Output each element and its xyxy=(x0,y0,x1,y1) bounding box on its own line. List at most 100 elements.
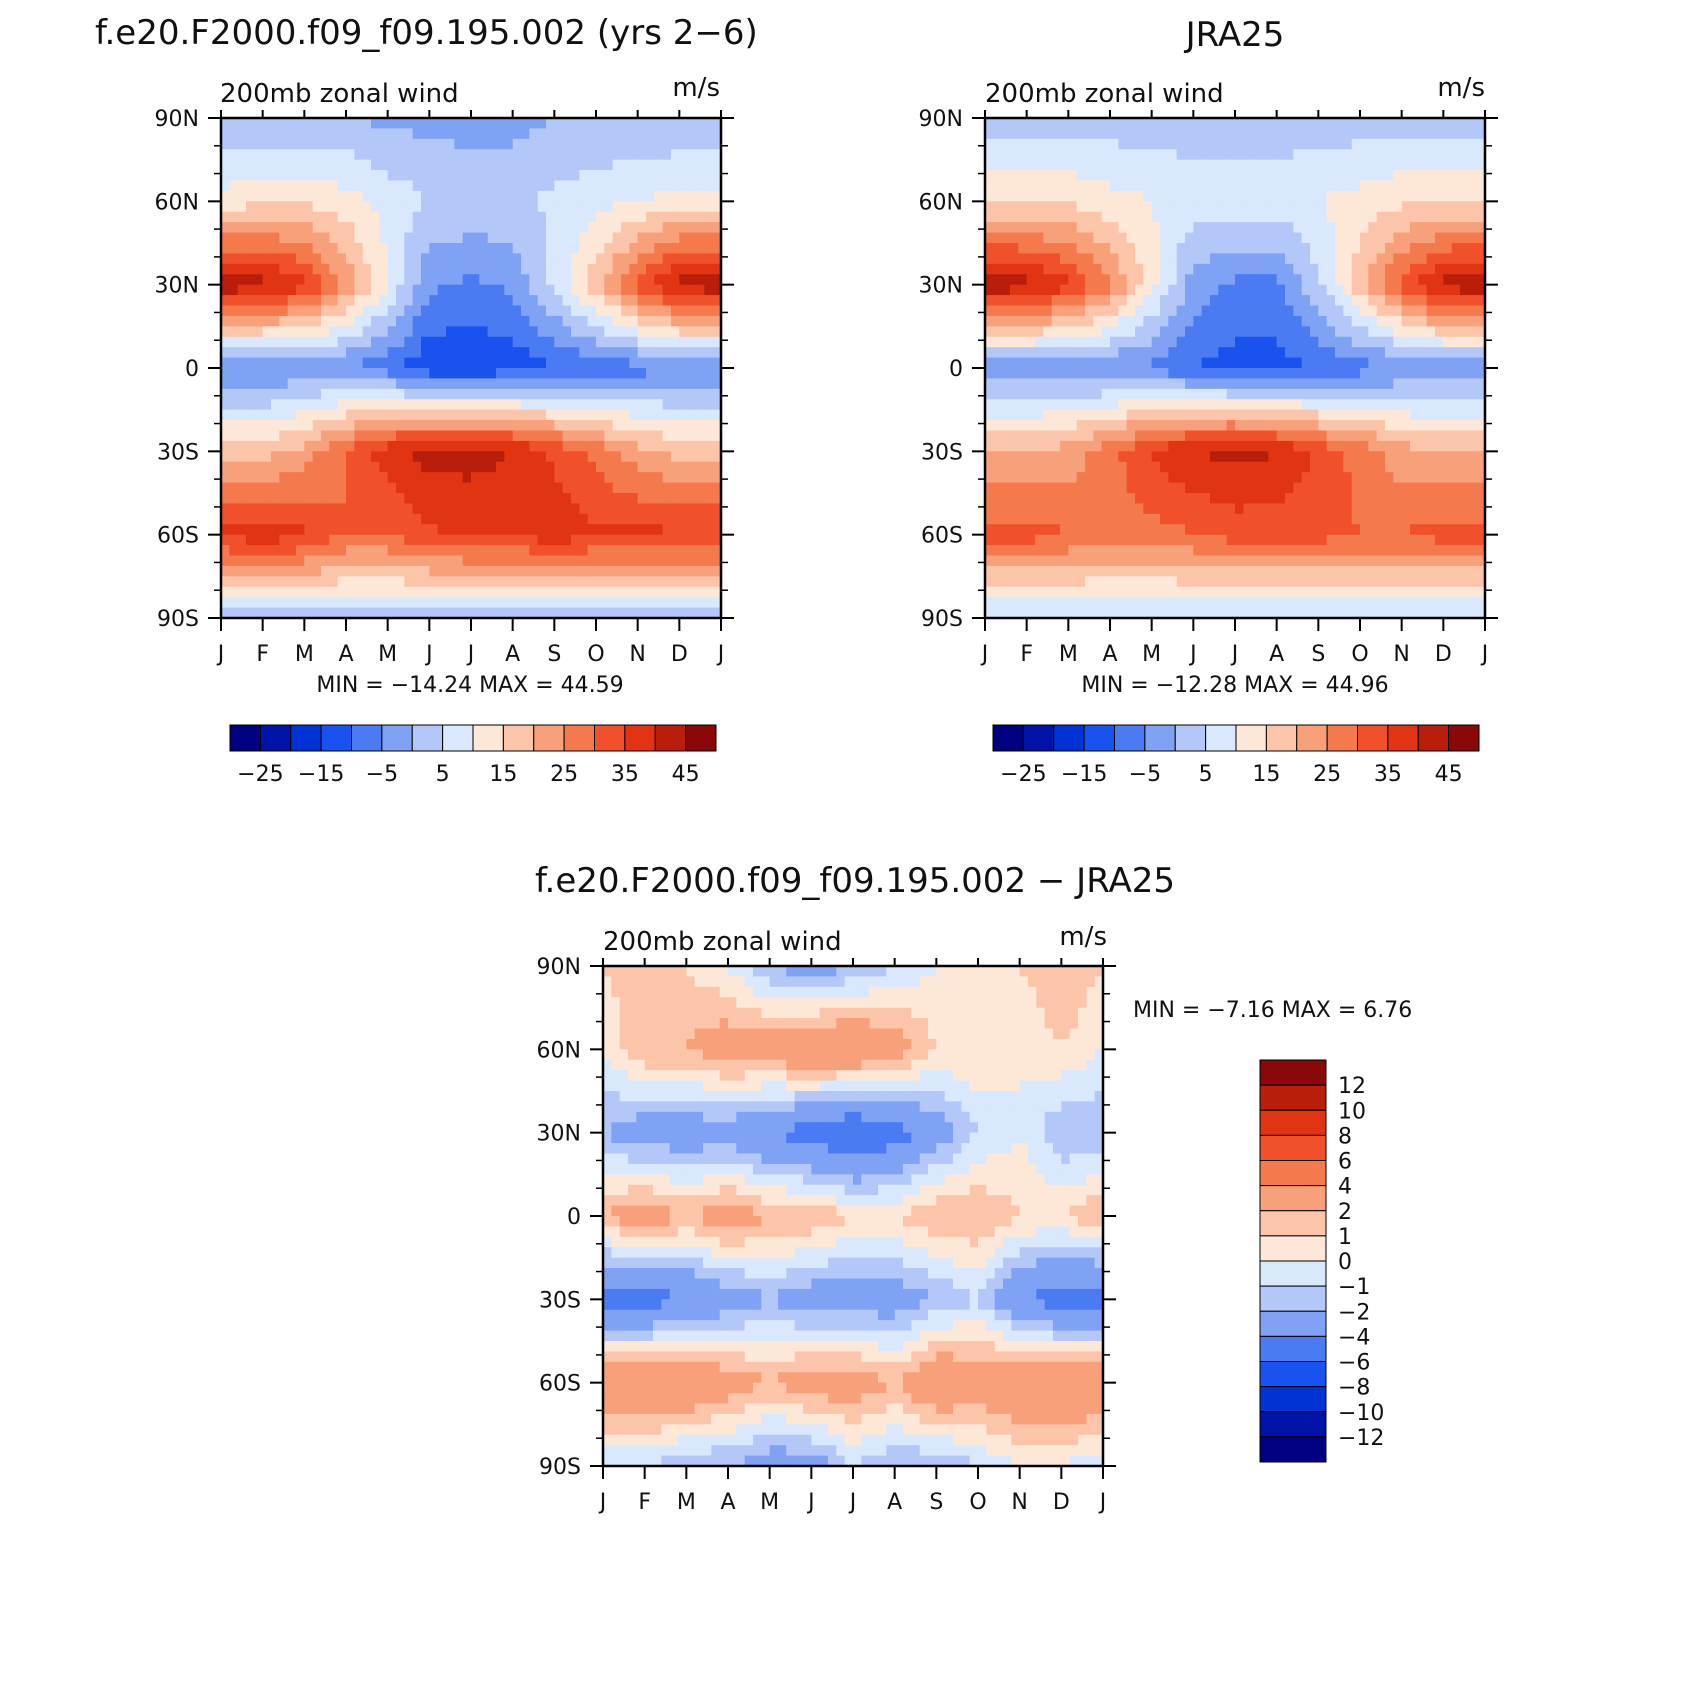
panel-model-cell xyxy=(321,503,330,515)
panel-model-cell xyxy=(454,545,464,557)
panel-model-cell xyxy=(712,576,721,588)
panel-jra25-cell xyxy=(1243,451,1253,463)
panel-jra25-cell xyxy=(1251,190,1261,203)
panel-model-cell xyxy=(579,284,589,296)
panel-model-cell xyxy=(362,388,372,401)
panel-model-cell xyxy=(637,607,647,618)
panel-model-cell xyxy=(546,472,555,484)
panel-model-cell xyxy=(454,440,464,453)
panel-model-cell xyxy=(571,295,580,307)
panel-model-cell xyxy=(246,180,255,192)
panel-model-cell xyxy=(629,576,639,588)
panel-model-cell xyxy=(512,138,522,151)
panel-model-cell xyxy=(537,565,547,578)
panel-jra25-cell xyxy=(1418,284,1428,296)
panel-jra25-cell xyxy=(1168,149,1178,161)
panel-jra25-cell xyxy=(1251,274,1261,286)
panel-model-cell xyxy=(496,253,505,265)
panel-model-cell xyxy=(621,607,630,618)
panel-jra25-cell xyxy=(1035,336,1044,348)
panel-model-cell xyxy=(412,534,422,546)
panel-model-cell xyxy=(696,201,705,213)
panel-model-cell xyxy=(221,482,230,494)
panel-model-cell xyxy=(396,388,405,401)
panel-jra25-cell xyxy=(1310,295,1319,307)
panel-jra25-cell xyxy=(1151,138,1161,151)
panel-model-cell xyxy=(279,451,289,463)
panel-model-cell xyxy=(637,243,647,255)
panel-model-cell xyxy=(479,201,489,213)
panel-model-cell xyxy=(562,524,572,536)
panel-model-cell xyxy=(429,430,439,442)
panel-jra25-cell xyxy=(1010,201,1019,213)
panel-model-cell xyxy=(437,263,447,276)
panel-jra25-cell xyxy=(1293,274,1303,286)
panel-model-cell xyxy=(604,232,614,244)
panel-model-cell xyxy=(646,211,655,223)
panel-model-cell xyxy=(562,326,572,338)
panel-model-cell xyxy=(654,201,664,213)
panel-model-cell xyxy=(287,409,297,421)
panel-model-cell xyxy=(571,524,580,536)
panel-jra25-cell xyxy=(1393,451,1403,463)
panel-jra25-cell xyxy=(1126,347,1136,359)
panel-model-cell xyxy=(287,149,297,161)
panel-model-cell xyxy=(471,315,480,328)
panel-jra25-cell xyxy=(1210,118,1219,130)
panel-model-cell xyxy=(496,149,505,161)
panel-model-cell xyxy=(587,482,597,494)
panel-jra25-cell xyxy=(1360,315,1369,328)
panel-model-cell xyxy=(296,201,305,213)
panel-model-cell xyxy=(629,315,639,328)
panel-model-cell xyxy=(237,253,247,265)
panel-jra25-cell xyxy=(1201,430,1211,442)
panel-model-cell xyxy=(387,243,397,255)
panel-model-cell xyxy=(454,201,464,213)
panel-model-cell xyxy=(679,545,689,557)
panel-model-cell xyxy=(462,430,472,442)
panel-model-cell xyxy=(221,503,230,515)
panel-jra25-cell xyxy=(1126,440,1136,453)
panel-jra25-cell xyxy=(1476,211,1485,223)
panel-model-cell xyxy=(646,232,655,244)
panel-model-cell xyxy=(704,149,714,161)
panel-model-cell xyxy=(346,513,355,526)
panel-jra25-cell xyxy=(1235,315,1244,328)
panel-jra25-cell xyxy=(1385,420,1394,432)
panel-jra25-cell xyxy=(1185,149,1194,161)
panel-model-cell xyxy=(254,222,264,234)
panel-model-cell xyxy=(646,190,655,203)
panel-model-cell xyxy=(454,409,464,421)
panel-model-cell xyxy=(612,493,622,505)
panel-model-cell xyxy=(396,326,405,338)
panel-model-cell xyxy=(612,357,622,369)
panel-model-cell xyxy=(471,493,480,505)
panel-jra25-cell xyxy=(1110,243,1119,255)
panel-model-cell xyxy=(587,263,597,276)
panel-model-cell xyxy=(471,232,480,244)
panel-jra25-cell xyxy=(1043,409,1053,421)
panel-model-cell xyxy=(329,472,339,484)
panel-jra25-cell xyxy=(1468,388,1478,401)
panel-jra25-cell xyxy=(1443,159,1453,171)
panel-jra25-cell xyxy=(1401,305,1411,317)
panel-model-cell xyxy=(346,149,355,161)
panel-model-cell xyxy=(596,597,605,609)
panel-model-cell xyxy=(512,253,522,265)
panel-model-cell xyxy=(471,388,480,401)
panel-jra25-cell xyxy=(1426,170,1436,182)
panel-model-cell xyxy=(379,159,389,171)
panel-model-cell xyxy=(437,128,447,140)
panel-jra25-cell xyxy=(985,368,994,380)
panel-jra25-cell xyxy=(1410,118,1419,130)
panel-model-cell xyxy=(687,138,697,151)
panel-model-cell xyxy=(479,503,489,515)
panel-jra25-cell xyxy=(1160,336,1169,348)
panel-jra25-cell xyxy=(1168,409,1178,421)
panel-jra25-cell xyxy=(1060,336,1069,348)
panel-jra25-cell xyxy=(1285,305,1294,317)
panel-jra25-cell xyxy=(1093,305,1103,317)
panel-model-cell xyxy=(379,128,389,140)
panel-jra25-cell xyxy=(1010,420,1019,432)
panel-jra25-cell xyxy=(1268,399,1278,411)
